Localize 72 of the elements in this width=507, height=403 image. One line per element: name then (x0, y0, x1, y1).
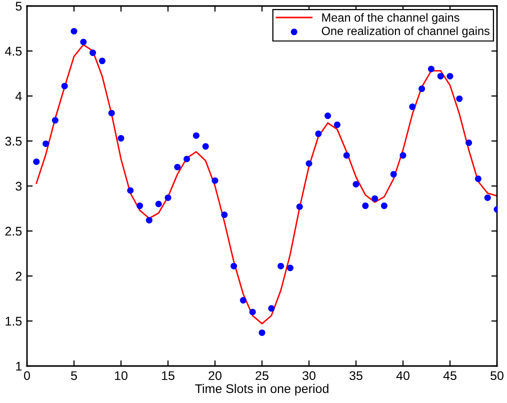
point (52, 117, 58, 124)
point (324, 112, 332, 120)
point (230, 262, 238, 270)
point (466, 140, 472, 146)
point (184, 156, 190, 162)
x-tick-label: 20 (208, 371, 222, 380)
y-tick-label: 5 (16, 2, 22, 11)
point (108, 110, 115, 116)
point (362, 202, 369, 210)
y-tick-label: 4 (15, 92, 22, 101)
point (390, 171, 397, 178)
point (418, 86, 426, 92)
x-tick-label: 10 (115, 371, 128, 380)
point (446, 72, 454, 80)
point (428, 66, 434, 72)
point (240, 297, 246, 304)
y-tick-label: 4.5 (5, 46, 22, 56)
point (146, 216, 152, 224)
point (278, 262, 284, 270)
point (334, 122, 340, 128)
x-tick-label: 50 (490, 371, 504, 380)
point (343, 152, 350, 159)
y-tick-label: 3.5 (5, 136, 22, 146)
point (136, 202, 144, 210)
point (400, 152, 406, 159)
point (456, 95, 463, 102)
point (286, 264, 294, 272)
point (380, 202, 388, 210)
point (90, 50, 96, 56)
point (212, 177, 218, 184)
x-tick-label: 30 (302, 371, 316, 380)
x-tick-label: 40 (396, 371, 410, 380)
x-tick-label: 45 (443, 371, 456, 380)
point (202, 143, 209, 150)
point (42, 140, 50, 147)
point (118, 135, 124, 142)
point (33, 158, 40, 165)
x-tick-label: 35 (350, 371, 362, 380)
legend-label: Mean of the channel gains (322, 13, 460, 24)
y-tick-label: 1 (16, 362, 22, 371)
point (474, 176, 482, 182)
point (437, 72, 444, 80)
x-tick-label: 25 (256, 371, 268, 380)
x-tick-label: 0 (24, 371, 30, 380)
point (98, 58, 106, 64)
y-tick-label: 2 (16, 272, 22, 281)
point (296, 203, 303, 210)
x-axis-title: Time Slots in one period (195, 384, 328, 396)
point (164, 194, 172, 201)
point (258, 329, 266, 336)
point (127, 187, 134, 194)
point (174, 164, 181, 170)
point (221, 212, 228, 218)
y-tick-label: 3 (16, 182, 22, 191)
point (192, 132, 200, 139)
x-tick-label: 15 (162, 371, 174, 380)
point (306, 160, 312, 167)
point (372, 195, 378, 202)
point (409, 104, 416, 110)
point (315, 130, 322, 138)
legend-label: One realization of channel gains (322, 26, 490, 38)
point (268, 305, 275, 312)
point (249, 308, 256, 316)
point (61, 82, 68, 90)
point (80, 38, 87, 46)
y-tick-label: 2.5 (5, 226, 22, 236)
point (155, 200, 162, 208)
point (70, 28, 78, 34)
point (484, 194, 491, 201)
x-tick-label: 5 (71, 371, 77, 380)
point (352, 180, 360, 188)
y-tick-label: 1.5 (6, 316, 22, 326)
